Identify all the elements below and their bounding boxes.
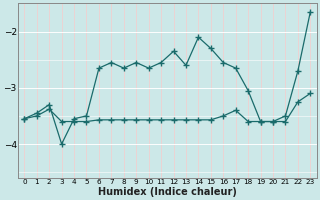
X-axis label: Humidex (Indice chaleur): Humidex (Indice chaleur) (98, 187, 237, 197)
